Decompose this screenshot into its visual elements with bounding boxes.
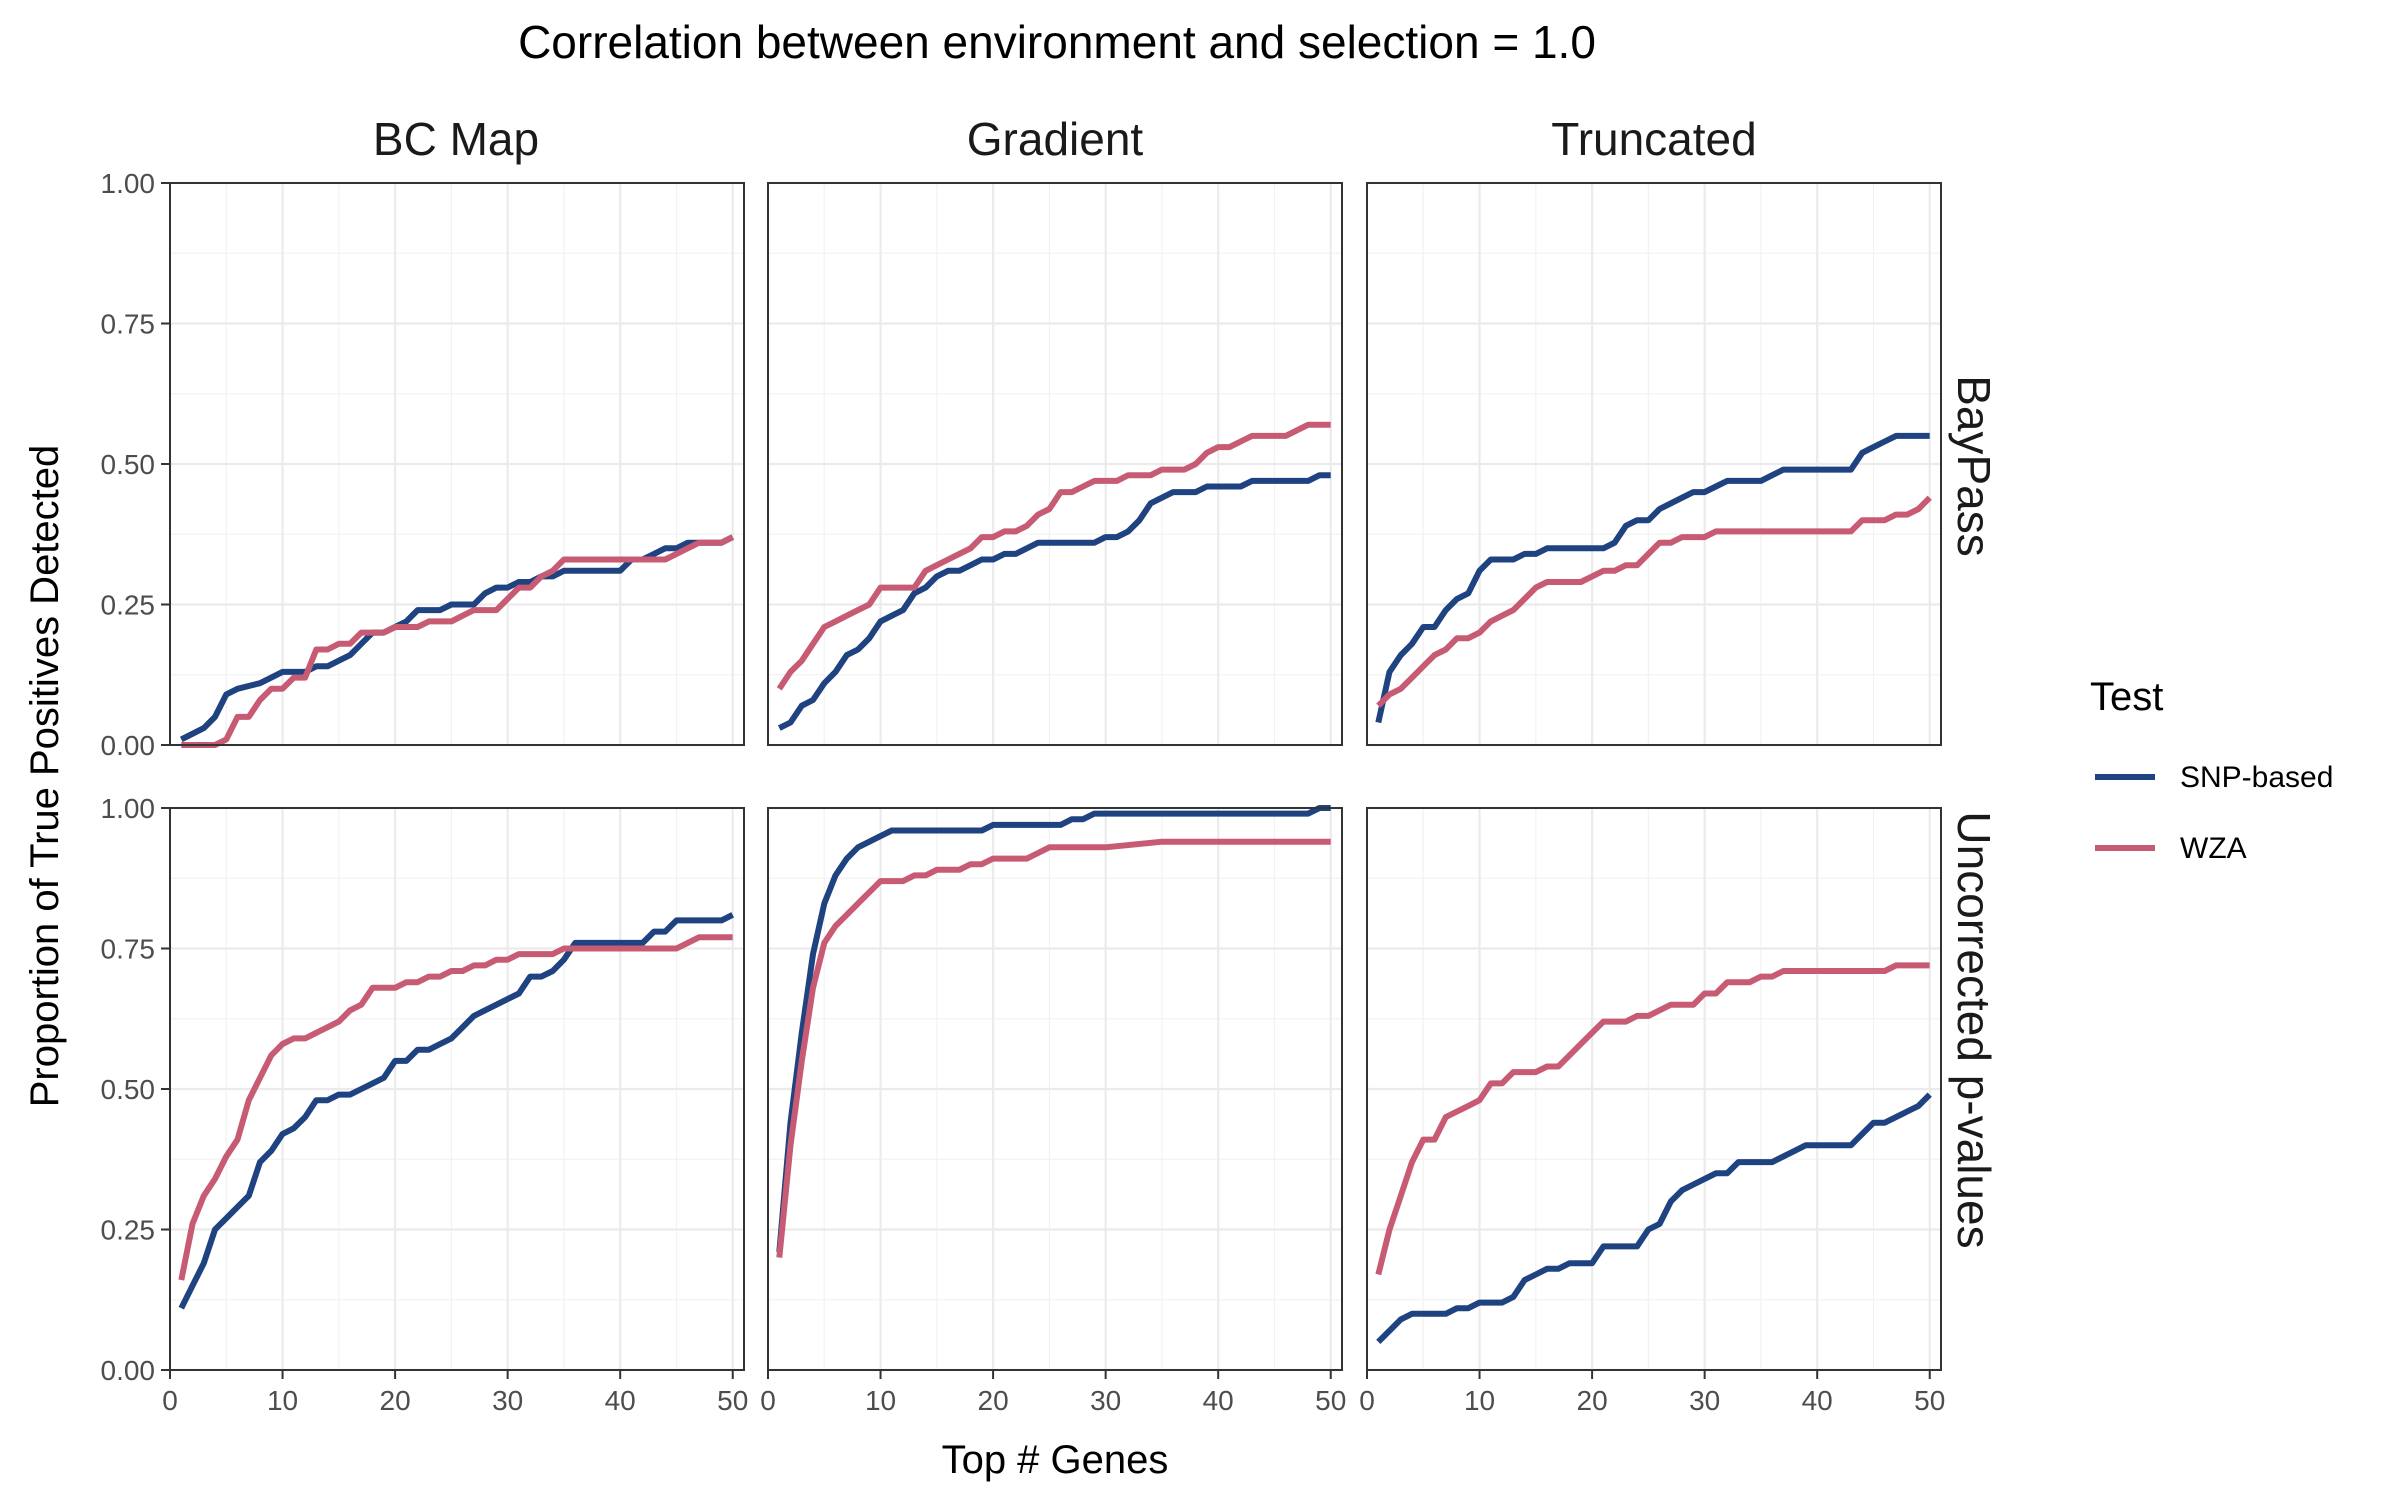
series-line-snp-based bbox=[178, 912, 735, 1310]
y-tick-label: 0.50 bbox=[101, 449, 156, 480]
series-line-snp-based bbox=[179, 534, 735, 743]
series-line-wza bbox=[1375, 962, 1930, 1276]
series-line-wza bbox=[178, 934, 733, 1281]
x-tick-label: 40 bbox=[605, 1385, 636, 1416]
series-line-snp-based bbox=[1375, 432, 1930, 724]
y-axis-title: Proportion of True Positives Detected bbox=[23, 445, 67, 1108]
panel-truncated-uncorrected-p-values: 0 10 20 30 40 50 bbox=[1359, 806, 1945, 1416]
x-tick-label: 50 bbox=[717, 1385, 748, 1416]
y-tick-label: 0.25 bbox=[101, 1215, 156, 1246]
series-line-wza bbox=[776, 421, 1331, 691]
series-line-wza bbox=[181, 534, 735, 748]
chart-title: Correlation between environment and sele… bbox=[518, 16, 1596, 68]
legend: Test SNP-based WZA bbox=[2090, 675, 2333, 865]
x-tick-label: 10 bbox=[865, 1385, 896, 1416]
x-tick-label: 0 bbox=[162, 1385, 178, 1416]
y-tick-label: 0.25 bbox=[101, 590, 156, 621]
legend-label-snp-based: SNP-based bbox=[2180, 761, 2333, 794]
series-line-wza bbox=[776, 838, 1331, 1258]
x-tick-label: 20 bbox=[380, 1385, 411, 1416]
series-line-wza bbox=[1376, 495, 1932, 708]
y-tick-label: 1.00 bbox=[101, 793, 156, 824]
strip-label-col-1: BC Map bbox=[373, 113, 539, 165]
x-tick-label: 20 bbox=[1577, 1385, 1608, 1416]
x-tick-label: 30 bbox=[1090, 1385, 1121, 1416]
x-tick-label: 30 bbox=[492, 1385, 523, 1416]
strip-label-col-3: Truncated bbox=[1551, 113, 1756, 165]
panel-border bbox=[767, 182, 1343, 746]
y-tick-label: 1.00 bbox=[101, 168, 156, 199]
panel-gradient-baypass bbox=[766, 181, 1343, 747]
series-line-snp-based bbox=[1376, 1092, 1932, 1345]
x-tick-label: 40 bbox=[1802, 1385, 1833, 1416]
y-tick-label: 0.00 bbox=[101, 730, 156, 761]
legend-title: Test bbox=[2090, 675, 2163, 719]
y-tick-label: 0.75 bbox=[101, 309, 156, 340]
x-tick-label: 10 bbox=[267, 1385, 298, 1416]
panel-truncated-baypass bbox=[1365, 181, 1942, 747]
strip-label-row-2: Uncorrected p-values bbox=[1948, 811, 2000, 1248]
panel-bc-map-baypass: 0.00 0.25 0.50 0.75 1.00 bbox=[101, 168, 745, 761]
panel-area: 0.00 0.25 0.50 0.75 1.00 0.00 0.25 0.50 0.75 1.00… bbox=[101, 168, 1946, 1416]
panel-border bbox=[1366, 807, 1942, 1371]
series-line-snp-based bbox=[776, 805, 1331, 1253]
strip-label-col-2: Gradient bbox=[967, 113, 1144, 165]
x-tick-label: 20 bbox=[978, 1385, 1009, 1416]
y-tick-label: 0.75 bbox=[101, 934, 156, 965]
x-tick-label: 50 bbox=[1315, 1385, 1346, 1416]
x-axis-title: Top # Genes bbox=[942, 1438, 1169, 1482]
x-tick-label: 10 bbox=[1464, 1385, 1495, 1416]
x-tick-label: 0 bbox=[760, 1385, 776, 1416]
y-tick-label: 0.00 bbox=[101, 1355, 156, 1386]
x-tick-label: 0 bbox=[1359, 1385, 1375, 1416]
panel-gradient-uncorrected-p-values: 0 10 20 30 40 50 bbox=[760, 805, 1346, 1416]
series-line-snp-based bbox=[777, 472, 1331, 731]
x-tick-label: 40 bbox=[1203, 1385, 1234, 1416]
legend-label-wza: WZA bbox=[2180, 832, 2247, 865]
panel-border bbox=[767, 807, 1343, 1371]
x-tick-label: 50 bbox=[1914, 1385, 1945, 1416]
y-tick-label: 0.50 bbox=[101, 1074, 156, 1105]
panel-border bbox=[1366, 182, 1942, 746]
x-tick-label: 30 bbox=[1689, 1385, 1720, 1416]
panel-bc-map-uncorrected-p-values: 0.00 0.25 0.50 0.75 1.00 0 10 20 30 40 50 bbox=[101, 793, 749, 1416]
strip-label-row-1: BayPass bbox=[1948, 375, 2000, 557]
